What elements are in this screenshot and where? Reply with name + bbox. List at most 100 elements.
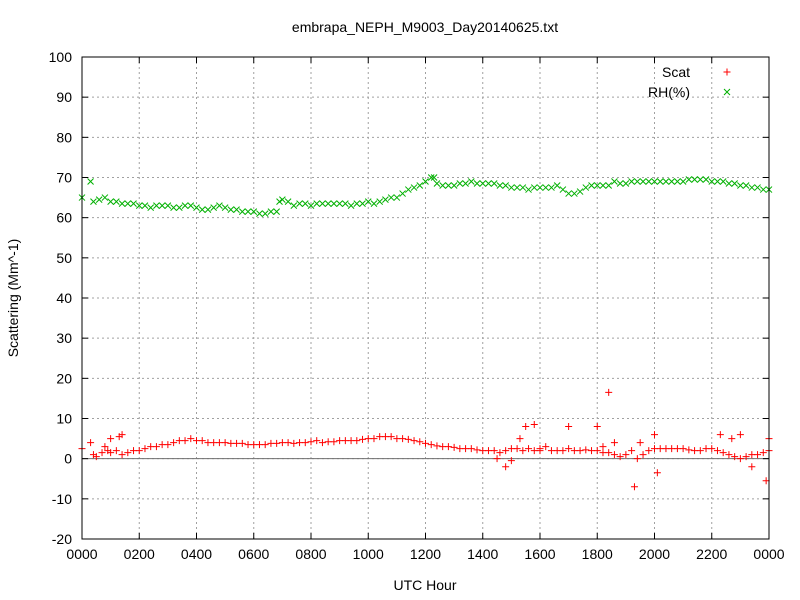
- rh-point: [307, 202, 315, 209]
- rh-point: [301, 200, 309, 207]
- scat-point: [198, 437, 206, 445]
- rh-point: [719, 178, 727, 185]
- scat-point: [582, 446, 590, 454]
- rh-point: [370, 200, 378, 207]
- y-tick-label: -10: [52, 491, 72, 507]
- scat-point: [736, 455, 744, 463]
- scat-point: [101, 443, 109, 451]
- rh-point: [645, 178, 653, 185]
- rh-point: [559, 186, 567, 193]
- grid: [82, 57, 769, 539]
- rh-point: [430, 174, 438, 181]
- rh-point: [261, 210, 269, 218]
- rh-point: [364, 198, 372, 205]
- scat-point: [502, 447, 510, 455]
- scat-point: [708, 445, 716, 453]
- scat-point: [713, 447, 721, 455]
- scat-point: [490, 447, 498, 455]
- scat-point: [284, 439, 292, 447]
- scat-point: [610, 439, 618, 447]
- scat-point: [221, 439, 229, 447]
- legend-marker-rh-symbol: [723, 88, 731, 96]
- scat-point: [736, 431, 744, 439]
- rh-point: [696, 176, 704, 183]
- scat-point: [107, 449, 115, 457]
- rh-point: [593, 182, 601, 189]
- rh-point: [656, 178, 664, 185]
- y-tick-label: 50: [56, 250, 72, 266]
- scat-point: [141, 445, 149, 453]
- legend: Scat RH(%): [648, 64, 731, 100]
- scat-point: [290, 439, 298, 447]
- scat-point: [651, 431, 658, 439]
- rh-point: [267, 208, 275, 215]
- rh-point: [250, 208, 258, 215]
- rh-point: [422, 178, 429, 185]
- rh-point: [570, 190, 578, 197]
- rh-point: [319, 200, 326, 207]
- rh-point: [158, 202, 166, 209]
- rh-point: [164, 202, 172, 209]
- scat-point: [605, 449, 613, 457]
- scat-point: [522, 423, 530, 431]
- scat-point: [313, 437, 321, 445]
- rh-point: [290, 202, 298, 209]
- x-tick-label: 0000: [66, 546, 97, 562]
- rh-point: [742, 182, 750, 189]
- rh-point: [227, 206, 235, 213]
- y-tick-label: 10: [56, 411, 72, 427]
- scat-point: [728, 435, 736, 443]
- scat-point: [748, 463, 756, 471]
- rh-point: [118, 200, 126, 207]
- scat-point: [502, 463, 510, 471]
- rh-point: [759, 186, 767, 193]
- rh-point: [393, 194, 401, 201]
- legend-marker-scat: [723, 68, 731, 76]
- rh-point: [353, 200, 361, 207]
- rh-point: [513, 184, 521, 191]
- scat-point: [238, 439, 246, 447]
- y-tick-label: 30: [56, 330, 72, 346]
- scat-point: [725, 451, 733, 459]
- rh-point: [633, 178, 641, 185]
- rh-point: [702, 176, 710, 183]
- rh-point: [708, 178, 716, 185]
- scat-point: [107, 435, 115, 443]
- rh-point: [399, 190, 406, 197]
- scat-point: [696, 447, 704, 455]
- scat-point: [519, 447, 527, 455]
- y-tick-label: 20: [56, 370, 72, 386]
- scat-point: [605, 388, 613, 396]
- scat-point: [410, 437, 418, 445]
- x-tick-label: 1600: [524, 546, 555, 562]
- scat-point: [170, 439, 178, 447]
- rh-point: [112, 198, 120, 205]
- rh-point: [90, 198, 97, 205]
- rh-point: [198, 206, 206, 213]
- scat-point: [731, 453, 739, 461]
- y-tick-labels: -20 -10 0 10 20 30 40 50 60 70 80 90 100: [49, 49, 73, 547]
- series-rh: [78, 174, 773, 218]
- rh-point: [462, 180, 469, 187]
- scat-point: [716, 431, 724, 439]
- scat-point: [513, 445, 521, 453]
- y-tick-label: 70: [56, 170, 72, 186]
- rh-point: [553, 182, 561, 189]
- scat-point: [742, 453, 750, 461]
- rh-point: [485, 180, 492, 187]
- scat-point: [636, 439, 644, 447]
- rh-point: [279, 196, 286, 203]
- rh-point: [284, 198, 292, 205]
- scat-point: [124, 449, 132, 457]
- rh-point: [674, 178, 681, 185]
- scat-point: [762, 477, 770, 485]
- scat-point: [622, 451, 630, 459]
- y-tick-label: 100: [49, 49, 73, 65]
- legend-marker-rh: [723, 88, 731, 96]
- rh-point: [153, 202, 160, 209]
- rh-point: [628, 178, 635, 185]
- rh-point: [101, 194, 109, 201]
- rh-point: [330, 200, 338, 207]
- data-series: [78, 174, 773, 491]
- rh-point: [238, 208, 246, 215]
